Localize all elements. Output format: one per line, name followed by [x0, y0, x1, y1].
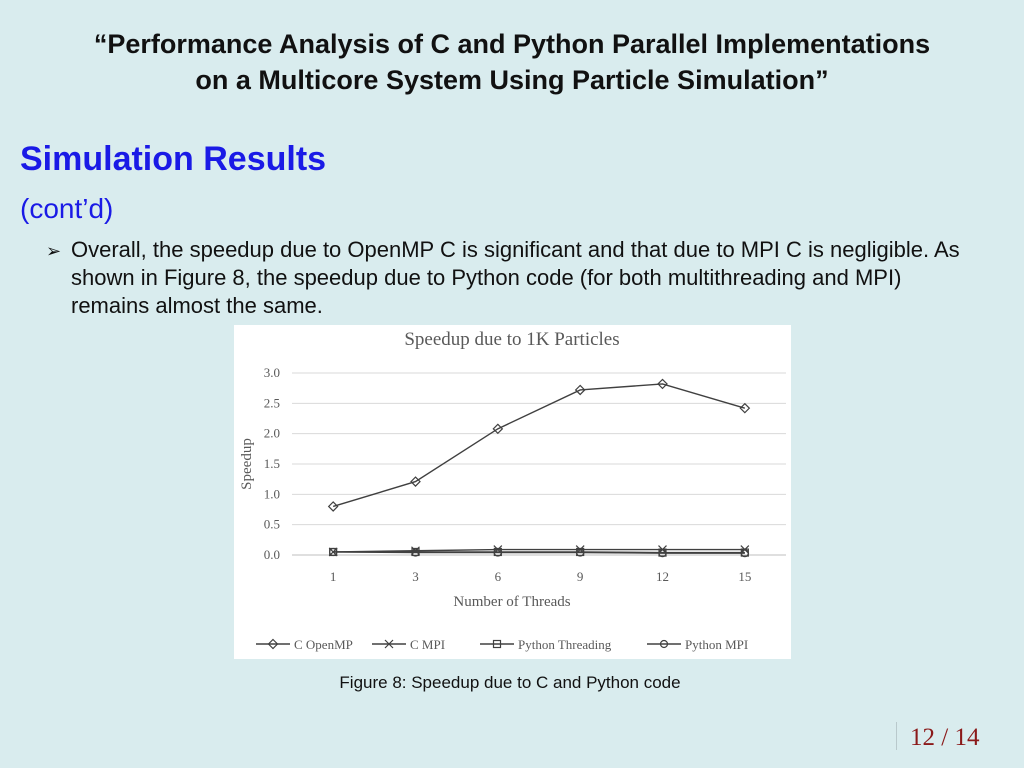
x-tick-label: 1	[330, 569, 337, 584]
x-tick-label: 12	[656, 569, 669, 584]
legend-marker-python-mpi	[659, 639, 669, 649]
data-point-python-mpi	[493, 548, 502, 557]
series-line-c-openmp	[332, 383, 746, 508]
data-point-c-openmp	[492, 423, 504, 435]
y-axis-title: Speedup	[239, 438, 255, 490]
x-tick-label: 6	[495, 569, 502, 584]
data-point-c-openmp	[327, 501, 339, 512]
chart-title: Speedup due to 1K Particles	[404, 329, 619, 350]
y-tick-label: 0.0	[264, 547, 280, 562]
section-heading: Simulation Results	[20, 140, 327, 178]
data-point-python-mpi	[576, 548, 585, 557]
y-tick-label: 2.0	[264, 426, 280, 441]
data-point-python-mpi	[329, 547, 338, 557]
data-point-c-openmp	[574, 384, 586, 396]
data-point-python-mpi	[740, 549, 749, 558]
title-line-1: “Performance Analysis of C and Python Pa…	[93, 29, 931, 59]
section-subheading: (cont’d)	[20, 193, 114, 224]
x-tick-label: 3	[412, 569, 419, 584]
page-separator	[896, 722, 897, 750]
legend-label-c-mpi: C MPI	[410, 637, 445, 652]
x-axis-title: Number of Threads	[453, 594, 570, 610]
legend-marker-c-mpi	[384, 639, 394, 649]
legend-label-c-openmp: C OpenMP	[294, 637, 353, 652]
y-tick-label: 2.5	[264, 395, 280, 410]
legend-label-python-mpi: Python MPI	[685, 637, 748, 652]
data-point-c-openmp	[410, 476, 421, 487]
data-point-python-mpi	[658, 549, 667, 558]
figure-caption: Figure 8: Speedup due to C and Python co…	[339, 673, 681, 692]
legend-label-python-threading: Python Threading	[518, 637, 612, 652]
y-tick-label: 3.0	[264, 365, 280, 380]
y-tick-label: 0.5	[264, 517, 280, 532]
data-point-c-openmp	[657, 378, 668, 390]
x-tick-label: 9	[577, 569, 584, 584]
data-point-c-openmp	[739, 402, 751, 414]
legend-marker-c-openmp	[267, 638, 279, 650]
series-line-python-mpi	[333, 551, 745, 554]
y-tick-label: 1.5	[264, 456, 280, 471]
speedup-chart: Speedup due to 1K Particles 0.0 0.5 1.0 1.5 2…	[234, 325, 791, 659]
data-point-python-mpi	[411, 548, 420, 557]
title-line-2: on a Multicore System Using Particle Sim…	[195, 65, 829, 95]
y-tick-label: 1.0	[264, 486, 280, 501]
x-tick-label: 15	[738, 569, 751, 584]
chart-svg: Speedup due to 1K Particles 0.0 0.5 1.0 1.5 2…	[239, 329, 786, 652]
arrow-bullet-icon: ➢	[46, 241, 62, 261]
bullet-point: ➢ Overall, the speedup due to OpenMP C i…	[46, 236, 976, 320]
slide-title: “Performance Analysis of C and Python Pa…	[0, 26, 1024, 98]
page-number: 12 / 14	[910, 724, 980, 751]
bullet-text: Overall, the speedup due to OpenMP C is …	[71, 237, 960, 318]
series-line-c-mpi	[333, 548, 745, 553]
legend-marker-python-threading	[492, 639, 502, 649]
